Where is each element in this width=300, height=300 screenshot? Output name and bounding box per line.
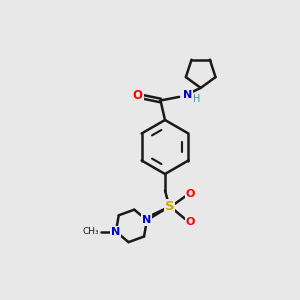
Text: CH₃: CH₃ [83,227,99,236]
Text: N: N [111,226,121,236]
Text: H: H [193,94,200,104]
Text: S: S [165,200,174,214]
Text: O: O [186,189,195,199]
Text: N: N [142,215,152,225]
Text: N: N [183,90,192,100]
Text: O: O [186,217,195,227]
Text: O: O [133,89,143,102]
